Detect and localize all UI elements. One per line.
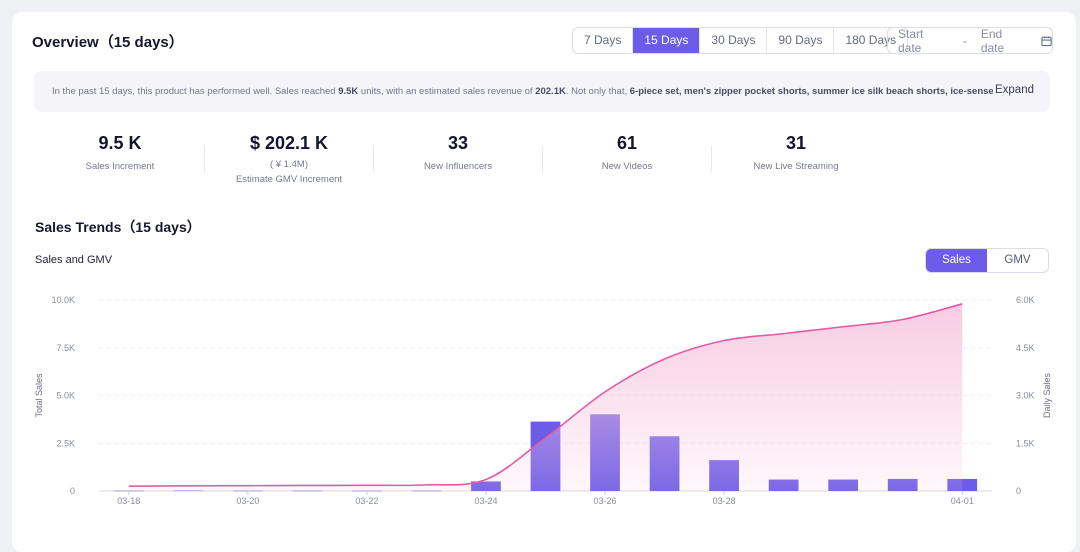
summary-prefix: In the past 15 days, this product has pe… <box>52 86 339 97</box>
start-date-input[interactable]: Start date <box>898 26 924 55</box>
range-7-days[interactable]: 7 Days <box>573 28 634 53</box>
sales-trend-chart: 0 0 2.5K 1.5K 5.0K 3.0K 7.5K 4.5K 10.0K 6.0K Total… <box>34 295 1052 506</box>
y-tick-right: 3.0K <box>1016 391 1035 401</box>
y-axis-title-right: Daily Sales <box>1042 372 1052 418</box>
summary-keywords: 6-piece set, men's zipper pocket shorts,… <box>629 86 998 97</box>
stat-sub: ( ¥ 1.4M) <box>269 159 308 170</box>
total-sales-line <box>128 303 963 488</box>
summary-units: 9.5K <box>338 86 359 97</box>
stat-new-videos: 61 New Videos <box>567 133 687 172</box>
summary-text: In the past 15 days, this product has pe… <box>52 86 998 97</box>
y-tick-left: 0 <box>70 486 75 496</box>
range-90-days[interactable]: 90 Days <box>767 28 835 53</box>
stat-gmv-increment: $ 202.1 K ( ¥ 1.4M) Estimate GMV Increme… <box>224 133 354 185</box>
stat-value: 33 <box>447 133 469 153</box>
range-15-days[interactable]: 15 Days <box>633 28 701 53</box>
summary-mid: units, with an estimated sales revenue o… <box>358 86 536 97</box>
x-tick-label: 03-28 <box>713 496 736 506</box>
stat-label: New Videos <box>601 161 653 172</box>
y-tick-left: 5.0K <box>56 391 75 401</box>
date-range-selector: 7 Days 15 Days 30 Days 90 Days 180 Days <box>572 27 909 54</box>
range-180-days[interactable]: 180 Days <box>845 33 897 47</box>
stat-divider <box>711 146 712 172</box>
chart-subtitle: Sales and GMV <box>35 254 113 266</box>
summary-tail: . Not only that, <box>565 86 630 97</box>
x-tick-label: 03-20 <box>236 496 259 506</box>
summary-box: In the past 15 days, this product has pe… <box>34 71 1050 112</box>
date-picker[interactable]: Start date - End date <box>887 26 1053 55</box>
toggle-gmv[interactable]: GMV <box>1004 254 1031 266</box>
y-tick-right: 0 <box>1016 486 1021 496</box>
stat-value: 9.5 K <box>98 133 142 153</box>
x-tick-label: 03-24 <box>474 496 497 506</box>
stat-label: New Influencers <box>423 161 493 172</box>
y-tick-left: 7.5K <box>56 343 75 353</box>
bar-03-18 <box>113 490 144 492</box>
stat-value: $ 202.1 K <box>249 133 329 153</box>
stat-sales-increment: 9.5 K Sales Increment <box>60 133 180 172</box>
x-tick-label: 03-22 <box>355 496 378 506</box>
total-sales-area <box>128 303 963 491</box>
y-tick-right: 6.0K <box>1016 295 1035 305</box>
y-tick-left: 10.0K <box>51 295 75 305</box>
stat-new-influencers: 33 New Influencers <box>398 133 518 172</box>
stat-label: Estimate GMV Increment <box>235 174 343 185</box>
toggle-sales[interactable]: Sales <box>926 249 987 272</box>
range-30-days[interactable]: 30 Days <box>700 28 768 53</box>
stat-divider <box>204 146 205 172</box>
end-date-input[interactable]: End date <box>980 26 1005 55</box>
date-separator: - <box>962 33 967 48</box>
y-tick-right: 1.5K <box>1016 438 1035 448</box>
calendar-icon[interactable] <box>1041 35 1052 47</box>
y-axis-title-left: Total Sales <box>34 373 44 418</box>
expand-button[interactable]: Expand <box>992 84 1034 96</box>
y-tick-left: 2.5K <box>56 438 75 448</box>
y-tick-right: 4.5K <box>1016 343 1035 353</box>
overview-card: Overview（15 days） 7 Days 15 Days 30 Days… <box>12 12 1076 552</box>
x-tick-label: 04-01 <box>951 496 974 506</box>
metric-toggle: Sales GMV <box>925 248 1049 273</box>
stat-divider <box>373 146 374 172</box>
sales-trends-title: Sales Trends（15 days） <box>35 219 201 235</box>
stat-value: 31 <box>785 133 807 153</box>
summary-revenue: 202.1K <box>535 86 566 97</box>
x-tick-label: 03-18 <box>117 496 140 506</box>
stat-value: 61 <box>616 133 638 153</box>
stat-divider <box>542 146 543 172</box>
overview-title: Overview（15 days） <box>32 34 184 51</box>
stat-label: Sales Increment <box>85 161 155 172</box>
x-tick-label: 03-26 <box>594 496 617 506</box>
stat-new-live-streaming: 31 New Live Streaming <box>731 133 861 172</box>
stat-label: New Live Streaming <box>753 161 839 172</box>
